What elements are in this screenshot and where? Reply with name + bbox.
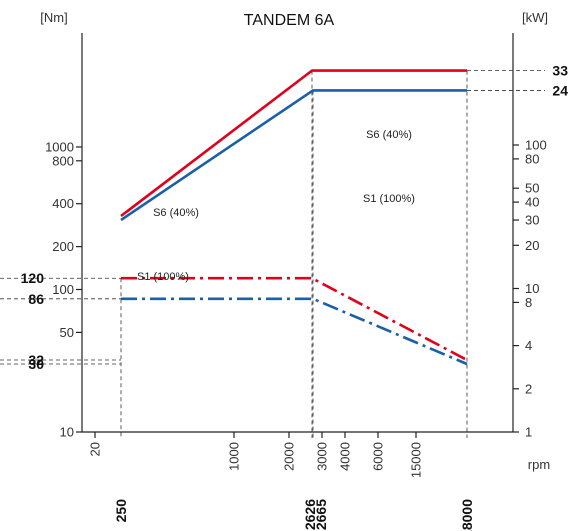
x-tick-label: 4000	[338, 442, 353, 471]
torque-marker-label: 86	[28, 291, 44, 307]
x-tick-label: 1000	[227, 442, 242, 471]
y-right-tick-label: 100	[525, 138, 547, 153]
torque-marker-label: 30	[28, 356, 44, 372]
speed-marker-label: 18000	[459, 499, 475, 531]
y-left-tick-label: 50	[60, 325, 74, 340]
x-tick-label: 15000	[409, 442, 424, 478]
x-tick-label: 20	[88, 442, 103, 456]
series-label-s6-torque: S6 (40%)	[153, 207, 199, 219]
y-left-tick-label: 1000	[45, 140, 74, 155]
y-left-tick-label: 10	[60, 425, 74, 440]
right-axis-unit: [kW]	[522, 10, 548, 25]
tick-labels: 1050100200400800100012481020304050801002…	[21, 63, 569, 531]
power-line	[120, 69, 467, 218]
torque-line	[121, 297, 468, 366]
torque-line	[121, 276, 468, 362]
speed-marker-label: 2626	[302, 499, 318, 530]
series-label-s1-torque: S1 (100%)	[137, 271, 189, 283]
y-left-tick-label: 100	[52, 282, 74, 297]
x-tick-label: 6000	[371, 442, 386, 471]
y-right-tick-label: 2	[525, 381, 532, 396]
y-left-tick-label: 800	[52, 153, 74, 168]
y-right-tick-label: 50	[525, 181, 539, 196]
speed-marker-label: 2665	[313, 499, 329, 530]
series-lines	[120, 69, 468, 366]
x-tick-label: 3000	[315, 442, 330, 471]
axis-ticks	[76, 144, 519, 438]
power-marker-label: 33	[552, 63, 568, 79]
torque-marker-label: 120	[21, 270, 45, 286]
y-right-tick-label: 10	[525, 281, 539, 296]
y-left-tick-label: 200	[52, 239, 74, 254]
y-left-tick-label: 400	[52, 196, 74, 211]
power-line	[120, 89, 467, 222]
torque-marker-label: 32	[28, 352, 44, 368]
y-right-tick-label: 20	[525, 238, 539, 253]
speed-marker-label: 250	[113, 499, 129, 523]
y-right-tick-label: 40	[525, 195, 539, 210]
y-right-tick-label: 30	[525, 213, 539, 228]
left-axis-unit: [Nm]	[40, 10, 67, 25]
y-right-tick-label: 4	[525, 338, 532, 353]
series-label-s1-power: S1 (100%)	[363, 193, 415, 205]
y-right-tick-label: 8	[525, 295, 532, 310]
guide-lines	[0, 70, 545, 438]
y-right-tick-label: 1	[525, 425, 532, 440]
chart-title: TANDEM 6A	[244, 12, 335, 29]
y-right-tick-label: 80	[525, 151, 539, 166]
power-marker-label: 24	[552, 82, 568, 98]
x-axis-unit: rpm	[528, 457, 550, 472]
x-tick-label: 2000	[282, 442, 297, 471]
series-label-s6-power: S6 (40%)	[366, 129, 412, 141]
